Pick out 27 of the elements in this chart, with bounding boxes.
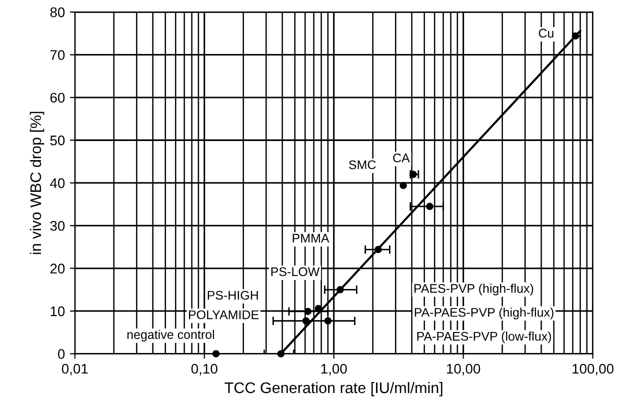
- annotation: POLYAMIDE: [189, 310, 259, 320]
- annotation: SMC: [349, 160, 376, 170]
- y-tick-label: 10: [50, 306, 65, 316]
- y-tick-label: 80: [50, 7, 65, 18]
- annotation: negative control: [127, 330, 214, 342]
- x-tick-label: 100,00: [572, 364, 614, 376]
- annotation: PMMA: [292, 234, 330, 243]
- annotation: PAES-PVP (high-flux): [414, 284, 534, 296]
- y-tick-label: 50: [50, 136, 65, 146]
- x-tick-label: 1,00: [321, 364, 347, 376]
- annotation: PA-PAES-PVP (low-flux): [417, 332, 551, 344]
- y-axis-title: in vivo WBC drop [%]: [30, 112, 44, 254]
- x-tick-label: 0,01: [62, 364, 88, 376]
- x-axis-title: TCC Generation rate [IU/ml/min]: [224, 382, 442, 396]
- y-tick-label: 0: [58, 349, 65, 359]
- annotation: CA: [393, 153, 410, 162]
- annotation: Cu: [538, 28, 554, 38]
- x-tick-label: 10,00: [447, 364, 480, 376]
- annotation: PS-HIGH: [208, 290, 258, 300]
- y-tick-label: 70: [50, 50, 65, 60]
- y-tick-label: 20: [50, 264, 65, 274]
- annotation: PS-LOW: [271, 267, 320, 276]
- y-tick-label: 40: [50, 178, 65, 188]
- x-tick-label: 0,10: [191, 364, 218, 376]
- y-tick-label: 30: [50, 220, 65, 231]
- y-tick-label: 60: [50, 92, 65, 103]
- annotation: PA-PAES-PVP (high-flux): [414, 308, 554, 320]
